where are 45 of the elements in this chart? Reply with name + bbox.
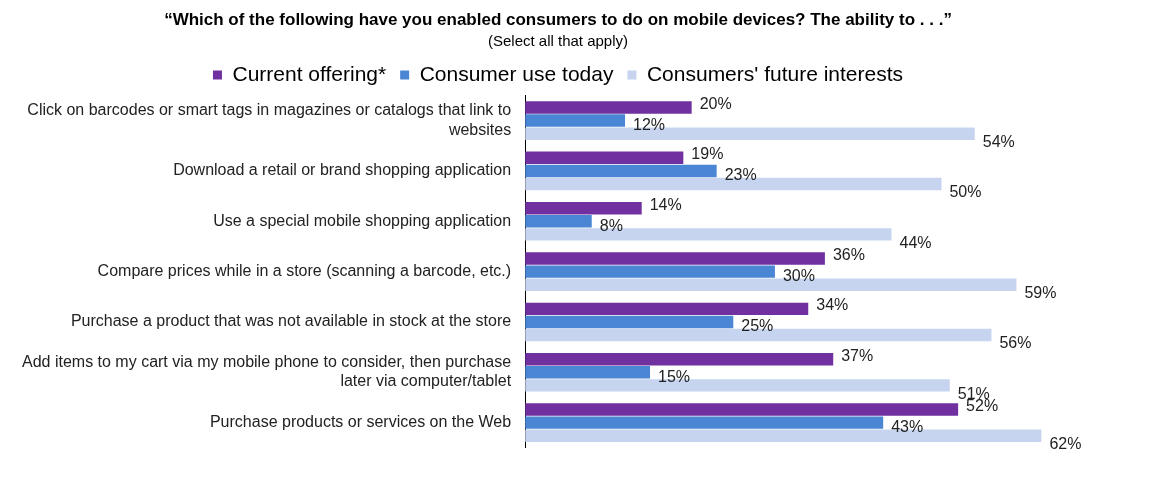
bar xyxy=(525,366,651,379)
y-tick-label: Purchase products or services on the Web xyxy=(209,413,512,431)
data-label: 30% xyxy=(782,267,815,285)
data-label: 59% xyxy=(1024,284,1057,302)
chart-subtitle: (Select all that apply) xyxy=(487,31,629,49)
y-tick-label: Purchase a product that was not available in stock at the store xyxy=(70,312,512,330)
data-label: 44% xyxy=(899,233,932,251)
data-label: 25% xyxy=(741,317,774,335)
data-label: 12% xyxy=(633,115,666,133)
y-tick-label: Download a retail or brand shopping application xyxy=(173,161,512,179)
data-label: 36% xyxy=(832,245,865,263)
bar xyxy=(525,315,734,329)
legend-label: Current offering* xyxy=(232,61,387,85)
bar xyxy=(525,403,959,416)
data-label: 37% xyxy=(841,346,874,364)
data-label: 43% xyxy=(891,418,924,436)
legend-label: Consumer use today xyxy=(419,61,614,85)
y-tick-label: Add items to my cart via my mobile phone to consider, then purchase later via computer/tablet xyxy=(21,353,512,390)
data-label: 34% xyxy=(816,296,849,314)
chart-title: “Which of the following have you enabled consumers to do on mobile devices? The ability to . . .” xyxy=(164,9,952,29)
bar xyxy=(525,265,775,278)
data-label: 8% xyxy=(599,216,623,234)
y-tick-label: Compare prices while in a store (scanning a barcode, etc.) xyxy=(97,262,512,280)
bar xyxy=(525,215,592,228)
y-tick-label: Use a special mobile shopping application xyxy=(213,211,512,229)
data-label: 14% xyxy=(649,195,682,213)
data-label: 15% xyxy=(658,367,691,385)
bar xyxy=(525,352,834,366)
bar xyxy=(525,252,825,265)
legend-label: Consumers' future interests xyxy=(646,61,904,85)
data-label: 56% xyxy=(999,334,1032,352)
data-label: 62% xyxy=(1049,435,1082,453)
y-tick-label: Click on barcodes or smart tags in magazines or catalogs that link to websites xyxy=(27,101,512,138)
bar xyxy=(525,302,809,316)
bar xyxy=(525,164,717,178)
bar xyxy=(525,151,684,165)
data-label: 19% xyxy=(691,145,724,163)
bar xyxy=(525,114,626,127)
data-label: 50% xyxy=(949,183,982,201)
bar xyxy=(525,201,642,215)
bar xyxy=(525,101,692,114)
data-label: 54% xyxy=(982,133,1015,151)
data-label: 23% xyxy=(724,166,757,184)
bar xyxy=(525,416,884,429)
data-label: 20% xyxy=(699,94,732,112)
